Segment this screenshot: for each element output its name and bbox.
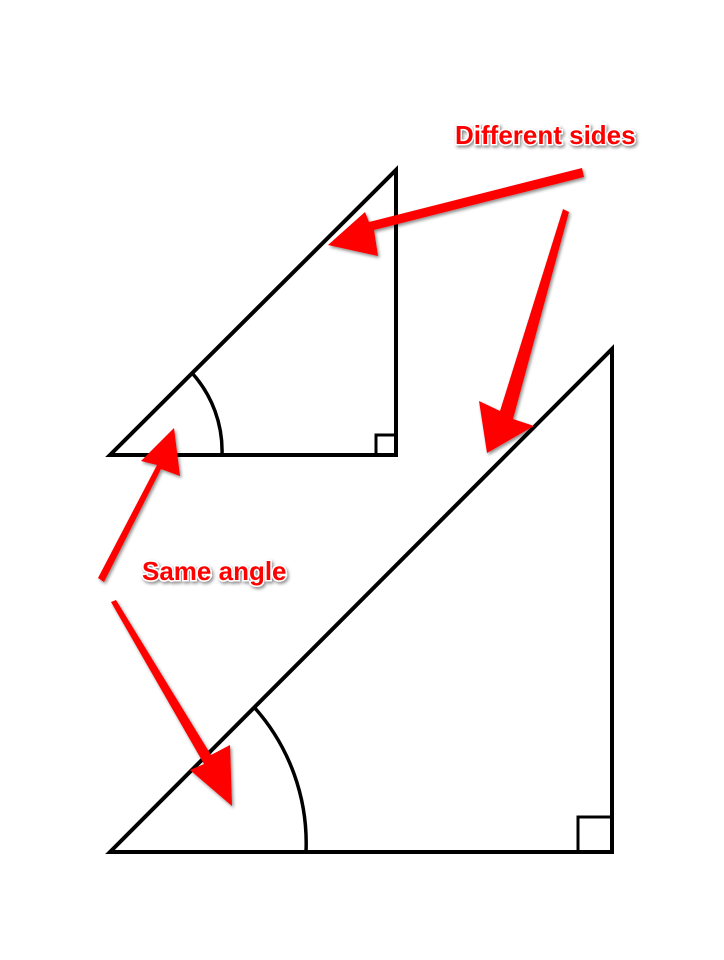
large-triangle bbox=[110, 349, 612, 852]
same-angle-label: Same angle bbox=[142, 556, 287, 586]
annotation-arrows bbox=[98, 168, 584, 806]
small-triangle bbox=[110, 170, 396, 455]
different-sides-label: Different sides bbox=[455, 120, 636, 150]
large-triangle-group bbox=[110, 349, 612, 852]
large-angle-arc bbox=[254, 707, 306, 852]
large-right-angle-marker bbox=[578, 817, 612, 852]
small-right-angle-marker bbox=[376, 435, 396, 455]
small-triangle-group bbox=[110, 170, 396, 455]
arrow-to-large-hypotenuse bbox=[479, 209, 569, 453]
arrow-to-small-hypotenuse bbox=[328, 168, 584, 256]
arrow-to-large-angle bbox=[111, 600, 232, 806]
small-angle-arc bbox=[192, 373, 222, 455]
